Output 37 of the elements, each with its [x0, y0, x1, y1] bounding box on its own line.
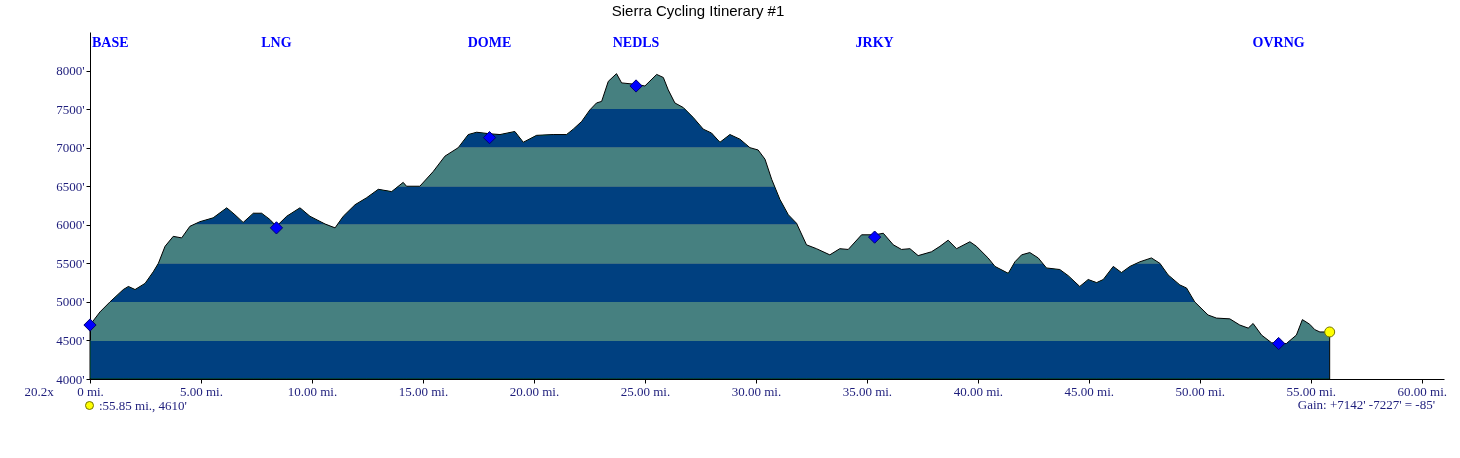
- point: [1324, 326, 1336, 338]
- x-tick-label: 50.00 mi.: [1175, 383, 1226, 399]
- y-tick-label: 8000': [56, 63, 85, 79]
- y-tick-label: 4500': [56, 332, 85, 348]
- y-tick-label: 5500': [56, 255, 85, 271]
- x-tick-label: 5.00 mi.: [179, 383, 223, 399]
- y-tick-label: 5000': [56, 294, 85, 310]
- point: [868, 230, 882, 244]
- annotation: OVRNG: [1252, 35, 1305, 50]
- x-tick-label: 35.00 mi.: [842, 383, 893, 399]
- x-tick-label: 30.00 mi.: [731, 383, 782, 399]
- text: Gain: +7142' -7227' = -85': [1297, 397, 1435, 412]
- y-tick-label: 6000': [56, 217, 85, 233]
- x-tick-label: 60.00 mi.: [1397, 383, 1448, 399]
- annotation: BASE: [92, 35, 129, 50]
- point: [83, 318, 97, 332]
- y-tick-label: 7500': [56, 101, 85, 117]
- x-tick-label: 10.00 mi.: [287, 383, 338, 399]
- chart-title: Sierra Cycling Itinerary #1: [611, 2, 785, 19]
- x-tick-label: 20.00 mi.: [509, 383, 560, 399]
- y-tick-label: 7000': [56, 140, 85, 156]
- x-tick-label: 15.00 mi.: [398, 383, 449, 399]
- annotation: LNG: [261, 35, 292, 50]
- annotation: NEDLS: [612, 35, 660, 50]
- y-tick-label: 6500': [56, 178, 85, 194]
- annotation: JRKY: [855, 35, 894, 50]
- x-tick-label: 40.00 mi.: [953, 383, 1004, 399]
- legend-label: :55.85 mi., 4610': [99, 397, 187, 413]
- point: [1272, 336, 1286, 351]
- text: 20.2x: [24, 384, 55, 399]
- x-tick-label: 45.00 mi.: [1064, 383, 1115, 399]
- point: [482, 131, 497, 145]
- x-tick-label: 55.00 mi.: [1286, 383, 1337, 399]
- point: [269, 221, 284, 235]
- annotation: DOME: [467, 35, 512, 50]
- point: [629, 79, 643, 93]
- x-tick-label: 25.00 mi.: [620, 383, 671, 399]
